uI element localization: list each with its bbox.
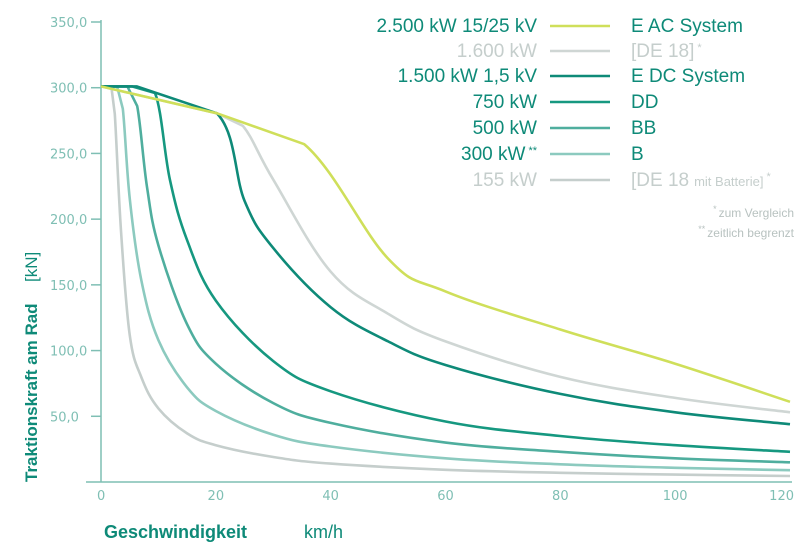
y-tick-label: 250,0 [50, 147, 87, 162]
legend: 2.500 kW 15/25 kV E AC System 1.600 kW [DE … [376, 16, 771, 191]
legend-power-label: 1.600 kW [457, 41, 537, 62]
y-tick-label: 350,0 [50, 16, 87, 31]
footnote-limited-text: zeitlich begrenzt [707, 226, 794, 240]
y-axis-unit: [kN] [22, 252, 41, 282]
series-line-1 [100, 85, 791, 414]
x-tick-label: 60 [437, 489, 454, 504]
footnote-limited-mark: ** [698, 224, 706, 234]
series-line-5 [101, 85, 791, 472]
legend-series-label: DD [631, 92, 658, 113]
x-tick-label: 80 [552, 489, 569, 504]
legend-series-label: [DE 18] * [631, 41, 702, 62]
x-tick-label: 20 [208, 489, 225, 504]
footnote-comparison: * zum Vergleich [713, 204, 794, 220]
footnote-comparison-text: zum Vergleich [719, 206, 794, 220]
x-ticks: 0 20 40 60 80 100 120 [97, 489, 794, 504]
y-axis-label: Traktionskraft am Rad [kN] [22, 252, 41, 482]
legend-series-label: [DE 18 mit Batterie] * [631, 170, 771, 191]
y-tick-label: 100,0 [50, 345, 87, 360]
legend-power-label: 300 kW ** [461, 144, 538, 165]
x-tick-label: 120 [769, 489, 794, 504]
legend-series-label: E AC System [631, 16, 743, 37]
legend-series-label: BB [631, 118, 656, 139]
y-ticks: 50,0 100,0 150,0 200,0 250,0 300,0 350,0 [50, 16, 101, 425]
legend-series-label: E DC System [631, 66, 745, 87]
y-tick-label: 150,0 [50, 279, 87, 294]
legend-power-label: 155 kW [473, 170, 537, 191]
y-tick-label: 200,0 [50, 213, 87, 228]
x-axis-unit: km/h [304, 522, 344, 542]
series-line-3 [101, 85, 791, 454]
footnote-limited: ** zeitlich begrenzt [698, 224, 794, 240]
legend-power-label: 750 kW [473, 92, 537, 113]
footnotes: * zum Vergleich ** zeitlich begrenzt [698, 204, 794, 240]
series-line-2 [101, 85, 791, 426]
legend-power-label: 1.500 kW 1,5 kV [398, 66, 538, 87]
axes [86, 20, 792, 483]
x-tick-label: 100 [663, 489, 688, 504]
legend-power-label: 500 kW [473, 118, 537, 139]
y-tick-label: 300,0 [50, 82, 87, 97]
y-tick-label: 50,0 [50, 410, 79, 425]
y-axis-title: Traktionskraft am Rad [22, 303, 41, 482]
series-line-4 [101, 85, 791, 464]
legend-power-label: 2.500 kW 15/25 kV [376, 16, 537, 37]
x-axis-title: Geschwindigkeit [104, 522, 248, 542]
x-tick-label: 40 [322, 489, 339, 504]
legend-series-label: B [631, 144, 644, 165]
x-tick-label: 0 [97, 489, 105, 504]
series-line-6 [101, 85, 791, 478]
curves [100, 85, 791, 478]
series-line-0 [100, 85, 791, 404]
footnote-comparison-mark: * [713, 204, 717, 214]
